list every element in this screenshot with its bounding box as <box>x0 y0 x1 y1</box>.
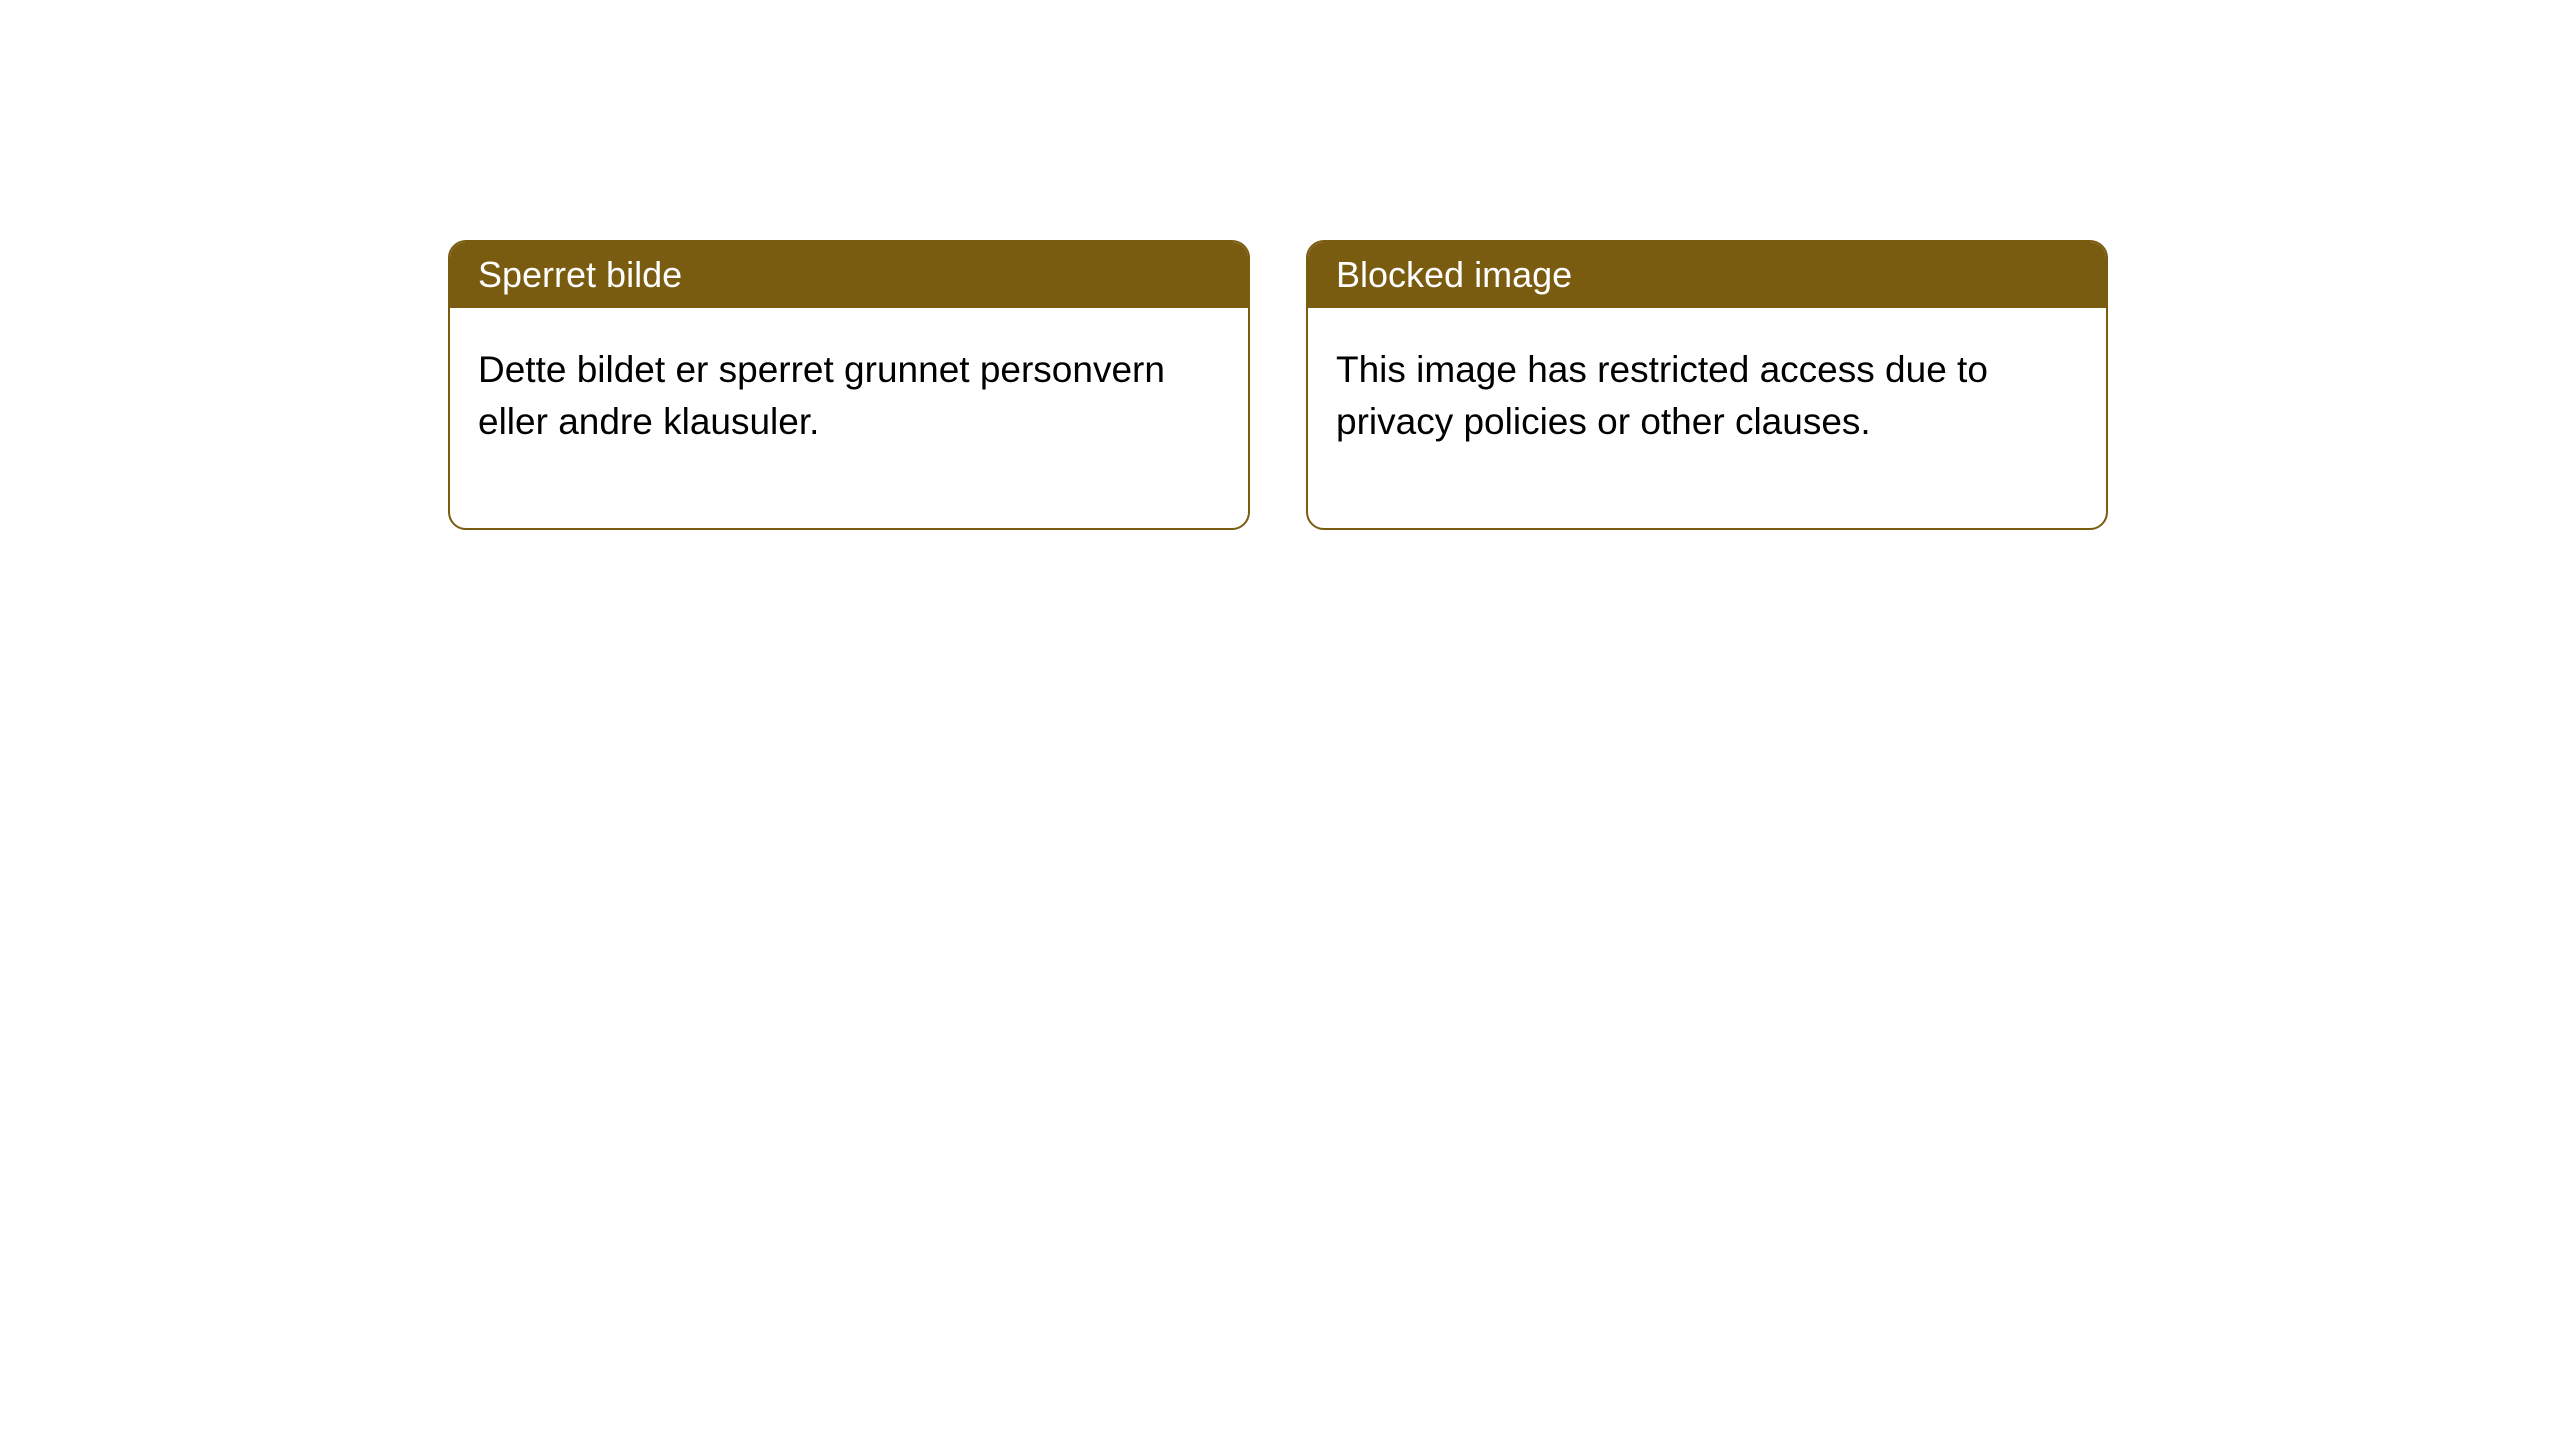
notice-card-english: Blocked image This image has restricted … <box>1306 240 2108 530</box>
notice-title: Blocked image <box>1308 242 2106 308</box>
notice-card-norwegian: Sperret bilde Dette bildet er sperret gr… <box>448 240 1250 530</box>
notice-container: Sperret bilde Dette bildet er sperret gr… <box>448 240 2108 530</box>
notice-title: Sperret bilde <box>450 242 1248 308</box>
notice-body: This image has restricted access due to … <box>1308 308 2106 528</box>
notice-body: Dette bildet er sperret grunnet personve… <box>450 308 1248 528</box>
